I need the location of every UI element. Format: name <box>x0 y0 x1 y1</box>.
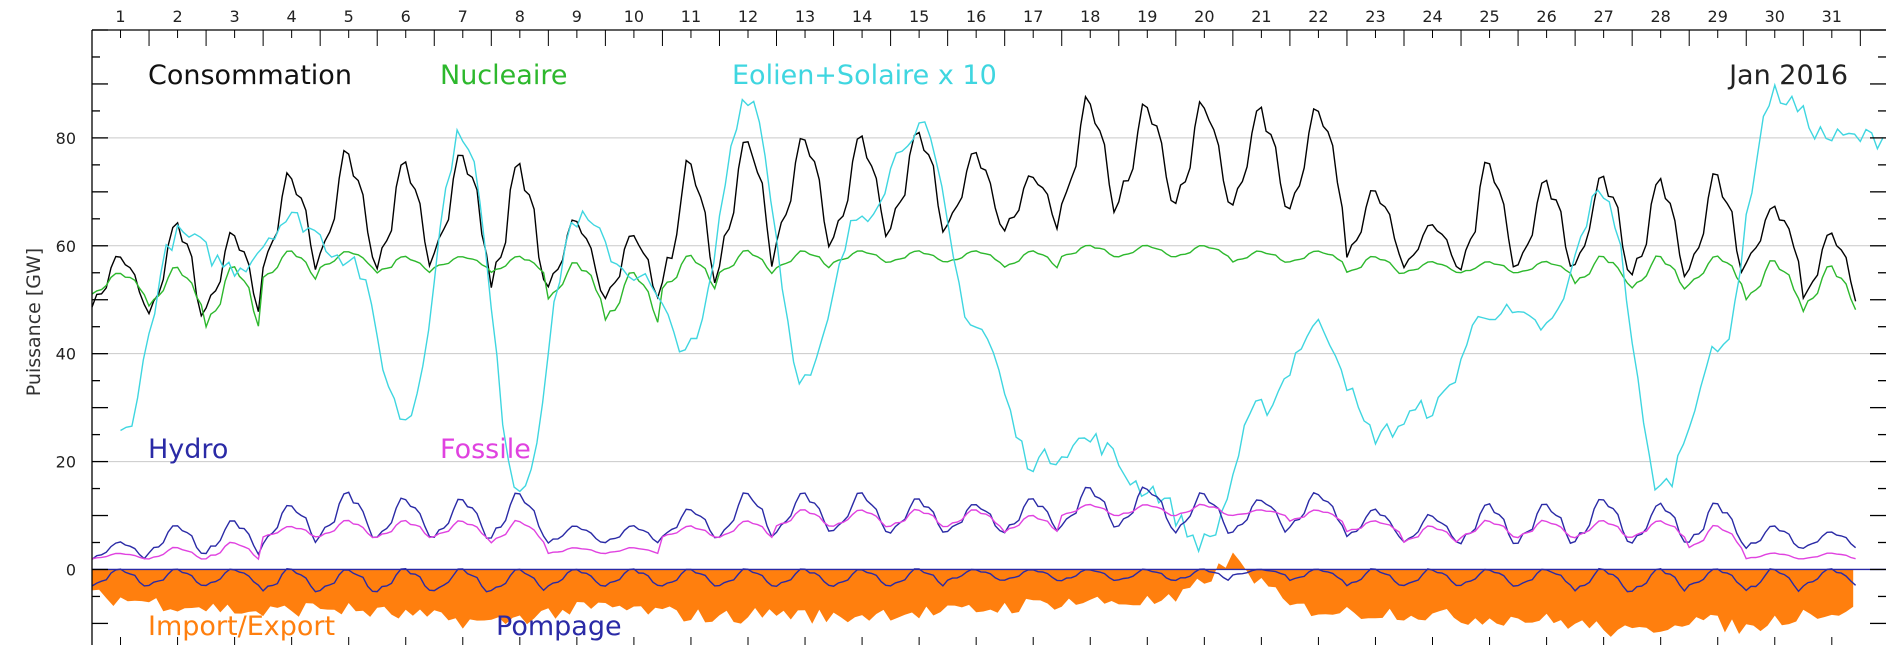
x-tick-label-day: 18 <box>1080 7 1100 26</box>
x-tick-label-day: 23 <box>1365 7 1385 26</box>
y-tick-label: 0 <box>66 560 76 579</box>
axes <box>91 29 1886 645</box>
x-tick-label-day: 14 <box>852 7 872 26</box>
x-tick-label-day: 20 <box>1194 7 1214 26</box>
legend-consommation: Consommation <box>148 60 352 91</box>
legend-nucleaire: Nucleaire <box>440 60 567 91</box>
x-tick-label-day: 8 <box>515 7 525 26</box>
series-area-import-export <box>92 552 1854 637</box>
x-tick-label-day: 16 <box>966 7 986 26</box>
x-tick-label-day: 31 <box>1822 7 1842 26</box>
y-tick-label: 60 <box>56 237 76 256</box>
y-tick-label: 20 <box>56 453 76 472</box>
legend-eolien-solaire: Eolien+Solaire x 10 <box>732 60 997 91</box>
x-tick-label-day: 17 <box>1023 7 1043 26</box>
series-line-nucleaire <box>91 244 1857 330</box>
x-tick-label-day: 6 <box>401 7 411 26</box>
x-tick-label-day: 10 <box>624 7 644 26</box>
y-tick-label: 80 <box>56 129 76 148</box>
series-line-consommation <box>91 94 1857 318</box>
x-tick-label-day: 30 <box>1765 7 1785 26</box>
x-tick-label-day: 21 <box>1251 7 1271 26</box>
gridlines <box>92 137 1886 570</box>
x-tick-label-day: 1 <box>115 7 125 26</box>
x-tick-label-day: 5 <box>344 7 354 26</box>
series-line-eolien-solaire-x-10 <box>120 82 1884 554</box>
legend-pompage: Pompage <box>496 611 622 642</box>
x-tick-label-day: 28 <box>1651 7 1671 26</box>
x-tick-label-day: 2 <box>172 7 182 26</box>
x-tick-label-day: 13 <box>795 7 815 26</box>
x-tick-label-day: 29 <box>1708 7 1728 26</box>
x-tick-label-day: 19 <box>1137 7 1157 26</box>
month-annotation: Jan 2016 <box>1727 60 1848 91</box>
x-tick-label-day: 12 <box>738 7 758 26</box>
x-tick-label-day: 11 <box>681 7 701 26</box>
y-axis-label: Puissance [GW] <box>23 248 45 396</box>
series-line-fossile <box>91 503 1856 561</box>
x-tick-label-day: 25 <box>1479 7 1499 26</box>
x-tick-label-day: 26 <box>1536 7 1556 26</box>
legend-import-export: Import/Export <box>148 611 335 642</box>
series-line-hydro <box>91 486 1857 560</box>
legend-hydro: Hydro <box>148 434 228 465</box>
area-layer <box>92 552 1854 637</box>
legend-fossile: Fossile <box>440 434 531 465</box>
x-tick-label-day: 7 <box>458 7 468 26</box>
x-tick-label-day: 24 <box>1422 7 1442 26</box>
x-tick-label-day: 3 <box>230 7 240 26</box>
x-tick-label-day: 15 <box>909 7 929 26</box>
y-tick-label: 40 <box>56 345 76 364</box>
x-tick-label-day: 22 <box>1308 7 1328 26</box>
x-tick-label-day: 4 <box>287 7 297 26</box>
x-tick-label-day: 27 <box>1593 7 1613 26</box>
x-tick-label-day: 9 <box>572 7 582 26</box>
line-layer <box>91 82 1886 593</box>
